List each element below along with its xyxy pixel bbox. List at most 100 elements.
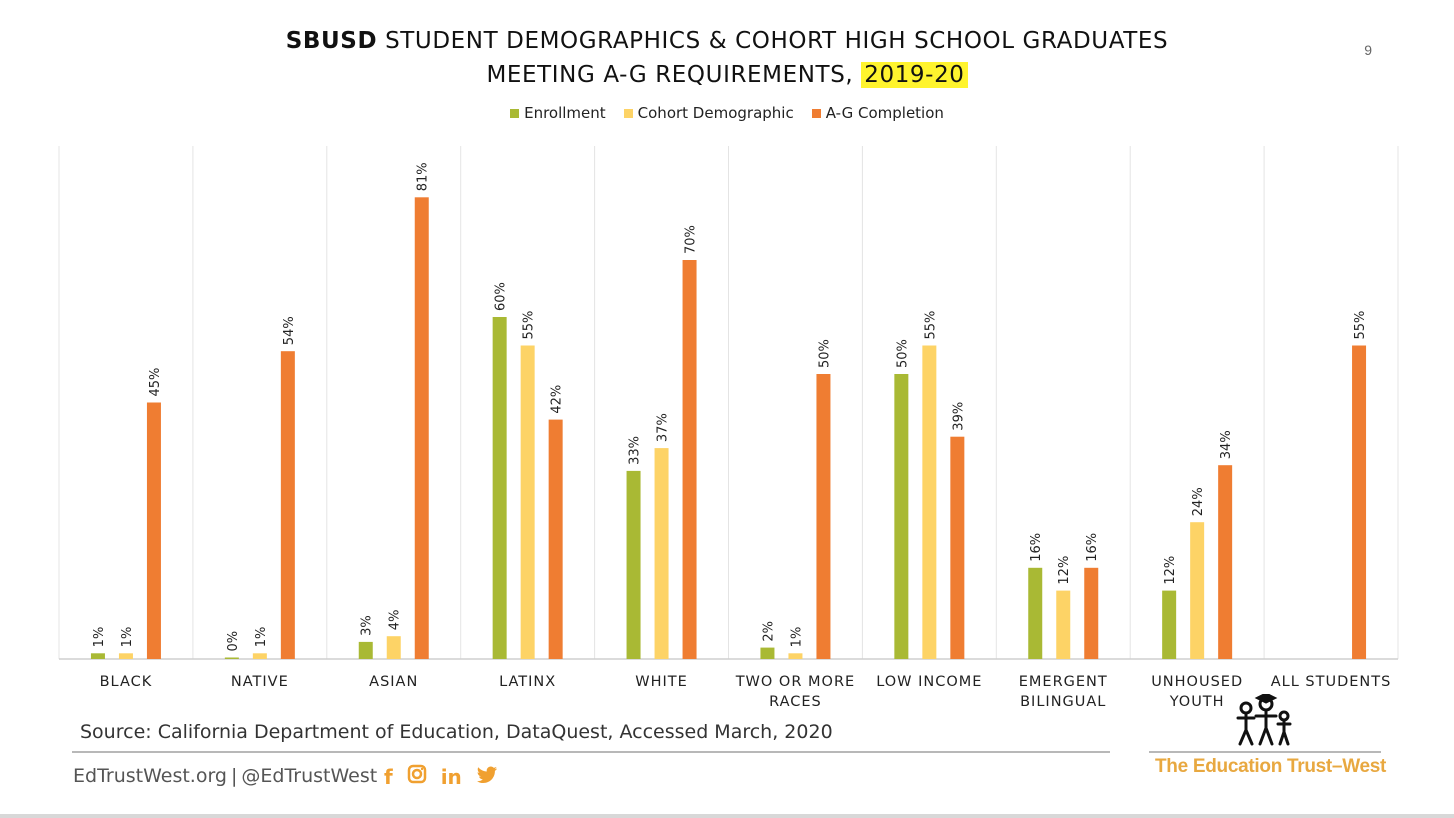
bar-enrollment <box>1028 567 1043 659</box>
legend-swatch-enrollment <box>510 108 520 118</box>
data-label-enrollment: 12% <box>1163 556 1178 585</box>
data-label-cohort: 1% <box>789 627 804 648</box>
data-label-ag: 34% <box>1219 430 1234 459</box>
bar-cohort <box>922 345 937 659</box>
legend-item-ag: A-G Completion <box>811 104 944 122</box>
data-label-enrollment: 50% <box>895 339 910 368</box>
bar-ag <box>280 351 295 659</box>
bar-ag <box>816 374 831 659</box>
legend-item-cohort: Cohort Demographic <box>623 104 794 122</box>
data-label-enrollment: 3% <box>360 615 375 636</box>
social-icons: f in <box>384 764 498 789</box>
legend-label-ag: A-G Completion <box>825 104 944 122</box>
twitter-icon[interactable] <box>476 765 498 789</box>
data-label-ag: 39% <box>951 402 966 431</box>
footer-separator: | <box>231 765 238 787</box>
footer-divider-right <box>1149 751 1381 753</box>
source-note: Source: California Department of Educati… <box>80 721 833 743</box>
data-label-cohort: 37% <box>656 413 671 442</box>
data-label-ag: 54% <box>282 316 297 345</box>
category-label: BILINGUAL <box>1020 694 1106 710</box>
title-line-2: MEETING A-G REQUIREMENTS, 2019-20 <box>0 58 1454 92</box>
bar-chart: 1% 1% 45% BLACK 0% 1% 54% NATIVE 3% 4% 81% ASIAN 60%… <box>58 146 1399 710</box>
bar-enrollment <box>760 647 775 659</box>
category-label: LATINX <box>499 674 556 690</box>
legend-swatch-cohort <box>623 108 633 118</box>
instagram-icon[interactable] <box>407 764 427 789</box>
bar-cohort <box>386 636 401 659</box>
data-label-ag: 55% <box>1353 311 1368 340</box>
data-label-cohort: 12% <box>1057 556 1072 585</box>
data-label-ag: 16% <box>1085 533 1100 562</box>
twitter-handle-link[interactable]: @EdTrustWest <box>241 765 378 787</box>
website-link[interactable]: EdTrustWest.org <box>73 765 227 787</box>
title-district: SBUSD <box>285 28 378 54</box>
bar-enrollment <box>1162 590 1177 659</box>
bar-enrollment <box>90 653 105 659</box>
bar-ag <box>1352 345 1367 659</box>
bar-cohort <box>1190 522 1205 659</box>
bottom-bar <box>0 814 1454 818</box>
bar-enrollment <box>626 470 641 659</box>
legend-item-enrollment: Enrollment <box>510 104 606 122</box>
data-label-ag: 70% <box>684 225 699 254</box>
category-label: TWO OR MORE <box>735 674 855 690</box>
title-line-1: SBUSD STUDENT DEMOGRAPHICS & COHORT HIGH… <box>0 24 1454 58</box>
data-label-cohort: 55% <box>522 311 537 340</box>
data-label-ag: 45% <box>148 368 163 397</box>
bar-cohort <box>654 448 669 659</box>
legend-swatch-ag <box>811 108 821 118</box>
category-label: BLACK <box>100 674 153 690</box>
data-label-ag: 42% <box>550 385 565 414</box>
bar-ag <box>548 419 563 659</box>
category-label: EMERGENT <box>1019 674 1108 690</box>
footer-divider-left <box>72 751 1110 753</box>
data-label-enrollment: 2% <box>761 621 776 642</box>
bar-ag <box>1084 567 1099 659</box>
bar-ag <box>1218 465 1233 659</box>
category-label: WHITE <box>635 674 688 690</box>
logo-wordmark: The Education Trust–West <box>1155 756 1387 777</box>
data-label-ag: 81% <box>416 162 431 191</box>
bar-ag <box>950 436 965 659</box>
category-label: YOUTH <box>1169 694 1225 710</box>
facebook-icon[interactable]: f <box>384 764 393 789</box>
bar-enrollment <box>894 374 909 659</box>
chart-title: SBUSD STUDENT DEMOGRAPHICS & COHORT HIGH… <box>0 24 1454 92</box>
data-label-ag: 50% <box>817 339 832 368</box>
data-label-cohort: 24% <box>1191 487 1206 516</box>
bar-cohort <box>520 345 535 659</box>
category-label: ALL STUDENTS <box>1271 674 1392 690</box>
data-label-cohort: 1% <box>120 627 135 648</box>
page-number: 9 <box>1364 42 1372 58</box>
title-year-highlight: 2019-20 <box>861 62 968 88</box>
category-label: NATIVE <box>231 674 289 690</box>
data-label-enrollment: 33% <box>628 436 643 465</box>
data-label-enrollment: 60% <box>494 282 509 311</box>
data-label-cohort: 1% <box>254 627 269 648</box>
linkedin-icon[interactable]: in <box>440 764 462 789</box>
category-label: ASIAN <box>369 674 418 690</box>
bar-enrollment <box>224 657 239 659</box>
bar-ag <box>146 402 161 659</box>
legend-label-enrollment: Enrollment <box>524 104 606 122</box>
bar-ag <box>414 197 429 660</box>
data-label-cohort: 4% <box>388 610 403 631</box>
chart-legend: Enrollment Cohort Demographic A-G Comple… <box>0 104 1454 122</box>
data-label-enrollment: 0% <box>226 631 241 652</box>
data-label-cohort: 55% <box>923 311 938 340</box>
bar-cohort <box>788 653 803 659</box>
title-line1-rest: STUDENT DEMOGRAPHICS & COHORT HIGH SCHOO… <box>377 28 1169 54</box>
bar-ag <box>682 260 697 659</box>
data-label-enrollment: 16% <box>1029 533 1044 562</box>
category-label: RACES <box>769 694 822 710</box>
category-label: UNHOUSED <box>1151 674 1243 690</box>
data-label-enrollment: 1% <box>92 627 107 648</box>
bar-cohort <box>118 653 133 659</box>
education-trust-logo-icon <box>1236 694 1292 746</box>
bar-enrollment <box>358 641 373 659</box>
bar-cohort <box>1056 590 1071 659</box>
footer-links: EdTrustWest.org | @EdTrustWest <box>73 765 377 787</box>
category-label: LOW INCOME <box>876 674 982 690</box>
bar-enrollment <box>492 317 507 659</box>
